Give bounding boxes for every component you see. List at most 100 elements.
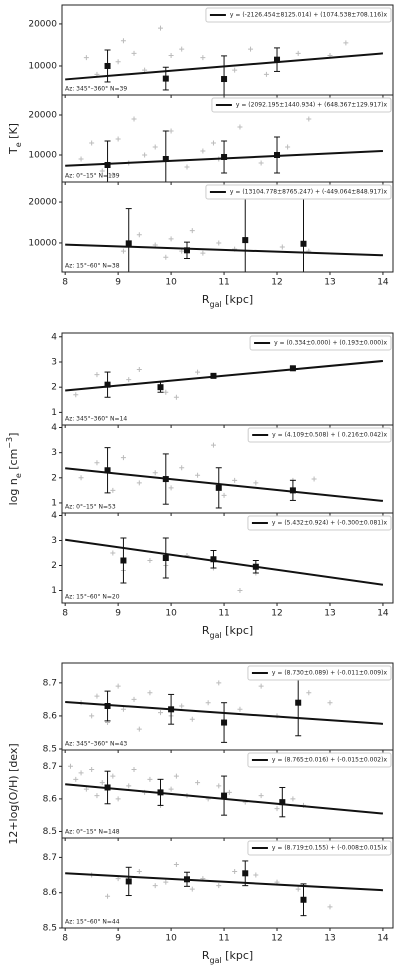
scatter-point [226, 789, 232, 795]
y-tick-label: 2 [51, 561, 57, 571]
annotation: Az: 345°–360° N=14 [65, 416, 127, 423]
y-tick-label: 8.7 [43, 678, 57, 688]
y-tick-label: 8.7 [43, 853, 57, 863]
scatter-point [142, 67, 148, 73]
label-part: e [14, 142, 23, 147]
binned-point [242, 237, 249, 244]
y-tick-label: 3 [51, 357, 57, 367]
x-tick-label: 9 [115, 934, 121, 944]
legend-text: y = (2092.195±1440.934) + (648.367±129.9… [236, 102, 388, 109]
label-part: 12+log(O/H) [dex] [7, 743, 20, 844]
scatter-point [163, 879, 169, 885]
x-tick-label: 12 [271, 609, 282, 619]
scatter-point [163, 389, 169, 395]
scatter-point [306, 116, 312, 122]
scatter-point [147, 776, 153, 782]
axis-label: Rgal [kpc] [202, 949, 253, 965]
scatter-point [152, 144, 158, 150]
binned-point [104, 162, 111, 168]
scatter-point [131, 696, 137, 702]
scatter-point [295, 50, 301, 56]
x-tick-label: 8 [62, 609, 68, 619]
x-tick-label: 13 [324, 934, 335, 944]
scatter-point [216, 680, 222, 686]
binned-point [242, 870, 249, 877]
label-part: log n [7, 478, 20, 505]
y-tick-label: 20000 [28, 111, 57, 121]
label-part: [kpc] [222, 293, 253, 306]
scatter-point [258, 160, 264, 166]
y-tick-label: 8.5 [43, 745, 57, 755]
binned-point [274, 56, 281, 63]
axis-label: log ne [cm−3] [5, 433, 23, 506]
scatter-point [274, 806, 280, 812]
fit-line [65, 467, 384, 502]
scatter-point [232, 477, 238, 483]
scatter-point [110, 487, 116, 493]
binned-point [210, 556, 217, 563]
scatter-point [327, 904, 333, 910]
label-part: R [202, 293, 210, 306]
x-tick-label: 14 [377, 278, 389, 288]
scatter-point [195, 472, 201, 478]
scatter-point [248, 46, 254, 52]
scatter-point [94, 372, 100, 378]
label-part: T [7, 147, 20, 155]
scatter-point [83, 55, 89, 61]
y-tick-label: 8.5 [43, 827, 57, 837]
y-tick-label: 8.5 [43, 924, 57, 934]
legend-text: y = (8.765±0.016) + (-0.015±0.002)x [272, 757, 388, 764]
scatter-point [295, 886, 301, 892]
scatter-point [120, 248, 126, 254]
y-tick-label: 8.6 [43, 794, 58, 804]
binned-point [104, 703, 111, 710]
scatter-point [99, 168, 105, 174]
legend-box [247, 427, 392, 443]
x-tick-label: 9 [115, 278, 121, 288]
label-part: gal [209, 300, 221, 309]
annotation: Az: 0°–15° N=148 [65, 829, 120, 836]
scatter-point [253, 480, 259, 486]
scatter-point [179, 46, 185, 52]
x-tick-label: 11 [218, 609, 229, 619]
axis-label: Rgal [kpc] [202, 293, 253, 309]
scatter-point [115, 796, 121, 802]
y-tick-label: 2 [51, 473, 57, 483]
binned-point [162, 75, 169, 82]
y-tick-label: 10000 [28, 61, 57, 71]
scatter-point [115, 683, 121, 689]
x-tick-label: 10 [165, 934, 177, 944]
binned-point [274, 152, 281, 158]
legend-box [249, 335, 392, 351]
scatter-point [253, 872, 259, 878]
binned-point [120, 557, 127, 564]
fit-line [65, 538, 384, 586]
scatter-point [258, 793, 264, 799]
x-tick-label: 10 [165, 609, 177, 619]
binned-point [125, 878, 132, 885]
scatter-point [89, 767, 95, 773]
annotation: Az: 345°–360° N=39 [65, 86, 127, 93]
y-tick-label: 8.6 [43, 888, 58, 898]
scatter-point [131, 116, 137, 122]
scatter-point [115, 59, 121, 65]
binned-point [300, 240, 307, 247]
scatter-point [94, 793, 100, 799]
label-part: [kpc] [222, 624, 253, 637]
x-tick-label: 14 [377, 934, 389, 944]
binned-point [300, 896, 307, 903]
y-tick-label: 10000 [28, 151, 57, 161]
scatter-point [126, 377, 132, 383]
x-tick-label: 12 [271, 934, 282, 944]
panel-frame [61, 512, 394, 604]
legend-text: y = (-2126.454±8125.014) + (1074.538±708… [230, 12, 388, 19]
binned-point [221, 76, 228, 83]
scatter-point [179, 703, 185, 709]
y-tick-label: 1 [51, 586, 57, 596]
scatter-point [311, 476, 317, 482]
scatter-point [83, 786, 89, 792]
scatter-point [110, 550, 116, 556]
scatter-point [147, 690, 153, 696]
scatter-point [73, 392, 79, 398]
